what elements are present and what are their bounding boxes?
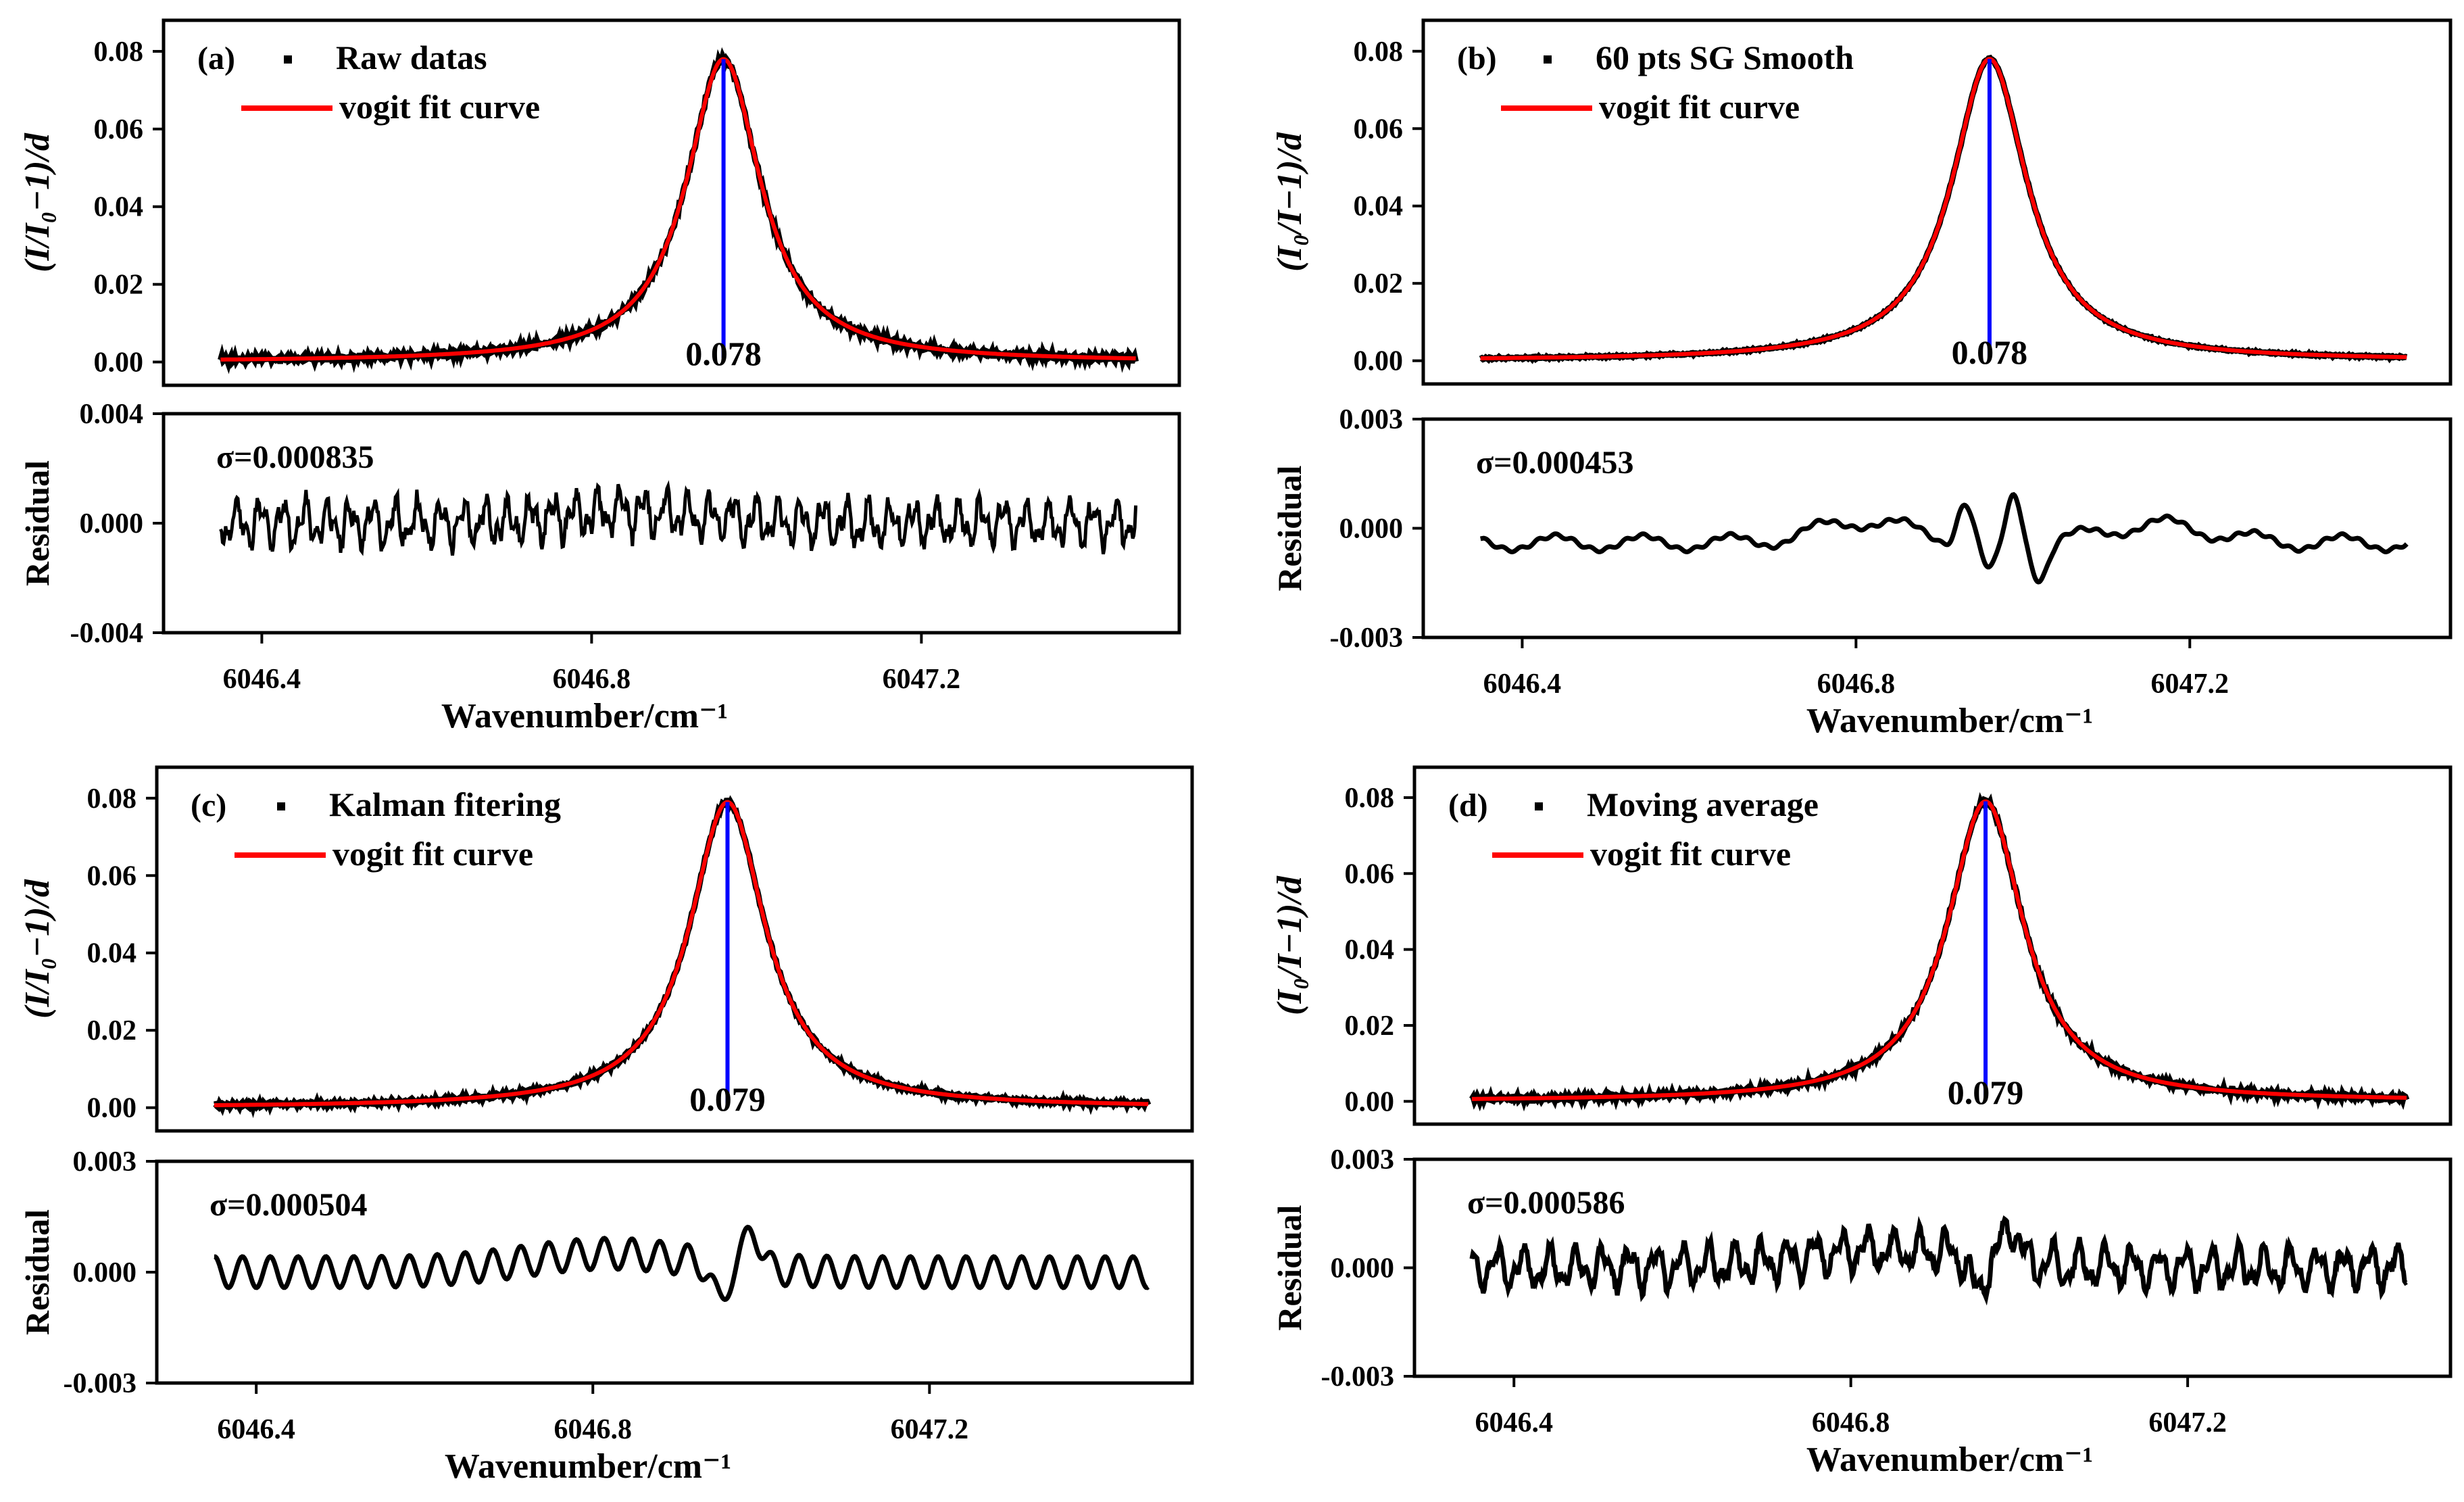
panel-label: (c): [191, 788, 226, 823]
xtick-label: 6046.8: [554, 1414, 633, 1445]
xtick-label: 6047.2: [891, 1414, 969, 1445]
residual-sigma-label: σ=0.000453: [1476, 445, 1633, 481]
ytick-label: 0.06: [1345, 858, 1395, 890]
residual-sigma-label: σ=0.000504: [210, 1187, 367, 1223]
ytick-label: 0.00: [1354, 346, 1404, 377]
residual-line: [1469, 1215, 2408, 1306]
ytick-label: 0.08: [94, 37, 144, 68]
panel-3: 0.00 0.02 0.04 0.06 0.08 (I₀/I−1)/d 0.079 (d) Mo…: [1271, 765, 2453, 1479]
xlabel: Wavenumber/cm⁻¹: [1806, 1440, 2093, 1479]
ytick-label: 0.00: [1345, 1086, 1395, 1117]
xlabel: Wavenumber/cm⁻¹: [1806, 702, 2093, 740]
legend-label-data: 60 pts SG Smooth: [1596, 39, 1854, 76]
top-ylabel: (I₀/I−1)/d: [1271, 132, 1309, 272]
residual-ytick-label: 0.003: [1331, 1144, 1395, 1176]
fit-series-line: [1471, 799, 2407, 1101]
ytick-label: 0.04: [94, 192, 144, 223]
legend-label-fit: vogit fit curve: [1590, 835, 1791, 873]
panel-2: 0.00 0.02 0.04 0.06 0.08 (I/I₀−1)/d 0.079 (c) Ka…: [18, 765, 1194, 1486]
top-frame: [155, 765, 1194, 1133]
ytick-label: 0.00: [87, 1093, 137, 1124]
residual-line: [214, 1224, 1150, 1303]
ytick-label: 0.08: [87, 783, 137, 815]
residual-line: [1480, 491, 2409, 585]
top-ylabel: (I₀/I−1)/d: [1271, 875, 1309, 1015]
fit-series-line: [214, 800, 1149, 1107]
residual-ytick-label: -0.003: [1330, 623, 1404, 654]
ytick-label: 0.04: [1354, 191, 1404, 222]
legend-marker-data: [277, 802, 285, 810]
peak-value-label: 0.079: [689, 1080, 766, 1118]
peak-value-label: 0.078: [685, 335, 762, 372]
legend-label-fit: vogit fit curve: [339, 88, 540, 126]
ytick-label: 0.00: [94, 347, 144, 379]
ytick-label: 0.08: [1345, 783, 1395, 814]
residual-ytick-label: -0.003: [64, 1368, 137, 1399]
xtick-label: 6046.4: [223, 664, 301, 695]
legend-label-data: Raw datas: [336, 39, 487, 76]
legend-marker-data: [284, 55, 292, 64]
xtick-label: 6046.4: [1483, 669, 1562, 700]
peak-value-label: 0.078: [1952, 333, 2028, 371]
residual-sigma-label: σ=0.000835: [216, 439, 374, 475]
ytick-label: 0.08: [1354, 37, 1404, 68]
legend-label-data: Moving average: [1587, 785, 1819, 823]
peak-value-label: 0.079: [1948, 1073, 2024, 1111]
ytick-label: 0.04: [87, 938, 137, 969]
xtick-label: 6046.8: [1812, 1407, 1890, 1438]
residual-ytick-label: 0.000: [1339, 514, 1404, 545]
ytick-label: 0.06: [1354, 114, 1404, 145]
residual-ylabel: Residual: [1271, 1205, 1308, 1330]
xlabel: Wavenumber/cm⁻¹: [441, 697, 728, 735]
xtick-label: 6047.2: [883, 664, 961, 695]
top-frame: [1421, 18, 2453, 386]
ytick-label: 0.02: [87, 1015, 137, 1046]
residual-ylabel: Residual: [1271, 465, 1308, 591]
panel-0: 0.00 0.02 0.04 0.06 0.08 (I/I₀−1)/d 0.078 (a) Ra…: [18, 18, 1181, 735]
residual-ytick-label: 0.000: [80, 508, 144, 539]
panel-label: (b): [1457, 41, 1497, 76]
residual-ytick-label: -0.004: [70, 618, 144, 649]
legend-marker-data: [1544, 55, 1552, 64]
top-ylabel: (I/I₀−1)/d: [18, 132, 57, 272]
fit-series-line: [220, 57, 1136, 362]
xtick-label: 6046.4: [1475, 1407, 1553, 1438]
xlabel: Wavenumber/cm⁻¹: [445, 1447, 731, 1486]
residual-ytick-label: 0.003: [73, 1146, 137, 1178]
residual-ytick-label: 0.000: [1331, 1253, 1395, 1284]
ytick-label: 0.06: [94, 114, 144, 145]
residual-line: [219, 480, 1138, 556]
xtick-label: 6047.2: [2148, 1407, 2227, 1438]
residual-ytick-label: 0.003: [1339, 404, 1404, 435]
legend-label-fit: vogit fit curve: [1599, 88, 1800, 126]
ytick-label: 0.02: [94, 270, 144, 301]
panel-label: (d): [1448, 788, 1488, 823]
top-frame: [1412, 765, 2453, 1126]
residual-ylabel: Residual: [18, 1209, 56, 1335]
xtick-label: 6047.2: [2151, 669, 2229, 700]
residual-ylabel: Residual: [18, 460, 56, 586]
ytick-label: 0.02: [1345, 1011, 1395, 1042]
residual-sigma-label: σ=0.000586: [1467, 1185, 1625, 1221]
ytick-label: 0.06: [87, 861, 137, 892]
residual-ytick-label: 0.000: [73, 1257, 137, 1288]
fit-series-line: [1480, 57, 2407, 361]
residual-ytick-label: -0.003: [1321, 1361, 1395, 1392]
residual-ytick-label: 0.004: [80, 399, 144, 430]
panel-1: 0.00 0.02 0.04 0.06 0.08 (I₀/I−1)/d 0.078 (b) 60…: [1271, 18, 2453, 740]
legend-marker-data: [1535, 802, 1543, 810]
top-frame: [162, 18, 1181, 387]
ytick-label: 0.02: [1354, 268, 1404, 299]
top-ylabel: (I/I₀−1)/d: [18, 879, 57, 1019]
xtick-label: 6046.8: [1817, 669, 1896, 700]
legend-label-data: Kalman fitering: [329, 785, 561, 823]
ytick-label: 0.04: [1345, 935, 1395, 966]
xtick-label: 6046.4: [217, 1414, 295, 1445]
panel-label: (a): [197, 41, 235, 76]
xtick-label: 6046.8: [553, 664, 631, 695]
legend-label-fit: vogit fit curve: [332, 835, 533, 873]
